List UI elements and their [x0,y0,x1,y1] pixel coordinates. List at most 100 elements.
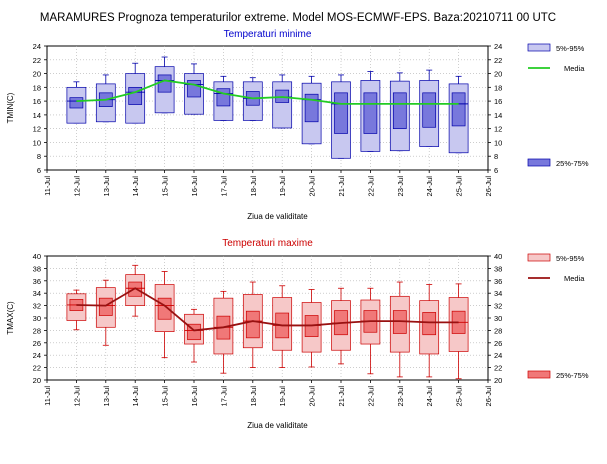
x-tick-label: 18-Jul [249,176,258,197]
chart-panel-2: Temperaturi maxime 20 20 22 22 24 24 26 26 28 28 30… [6,238,589,430]
y-tick-label: 40 [33,252,41,261]
y-tick-label-right: 22 [494,364,502,373]
y-tick-label: 24 [33,351,41,360]
box-p25-p75 [245,310,260,339]
y-tick-label: 34 [33,289,41,298]
y-tick-label-right: 12 [494,125,502,134]
y-tick-label-right: 6 [494,166,498,175]
y-tick-label-right: 20 [494,70,502,79]
y-tick-label-right: 22 [494,56,502,65]
x-tick-label: 21-Jul [337,176,346,197]
y-tick-label: 10 [33,138,41,147]
box-14-Jul [125,264,146,317]
x-tick-label: 12-Jul [72,176,81,197]
y-tick-label: 24 [33,42,41,51]
y-tick-label-right: 40 [494,252,502,261]
x-tick-label: 17-Jul [219,386,228,407]
x-axis-label: Ziua de validitate [247,212,308,221]
x-tick-label: 11-Jul [43,176,52,196]
x-tick-label: 20-Jul [308,386,317,407]
x-tick-label: 26-Jul [484,386,493,407]
y-tick-label-right: 30 [494,314,502,323]
y-tick-label-right: 14 [494,111,502,120]
median-series-line [76,287,459,332]
y-tick-label-right: 8 [494,152,498,161]
y-tick-label: 38 [33,264,41,273]
box-p25-p75 [69,97,84,109]
x-axis-label: Ziua de validitate [247,421,308,430]
chart-panel-1: Temperaturi minime 6 6 8 8 10 10 12 12 14 14 16 16 18… [6,29,589,221]
y-axis-label: TMIN(C) [6,92,15,123]
legend-label-p25-p75: 25%-75% [556,159,589,168]
y-tick-label: 16 [33,97,41,106]
box-24-Jul [419,69,440,147]
y-tick-label-right: 28 [494,326,502,335]
median-series-line [76,79,459,105]
y-tick-label-right: 36 [494,277,502,286]
x-tick-label: 26-Jul [484,176,493,197]
x-tick-label: 19-Jul [278,176,287,197]
box-24-Jul [419,284,440,378]
box-21-Jul [331,287,351,365]
box-p25-p75 [304,93,319,123]
x-tick-label: 25-Jul [455,386,464,407]
box-12-Jul [66,81,87,124]
box-p25-p75 [187,80,201,98]
x-tick-label: 12-Jul [72,386,81,407]
x-tick-label: 18-Jul [249,386,258,407]
box-p25-p75 [392,92,407,130]
y-tick-label: 8 [37,152,41,161]
y-tick-label: 12 [33,125,41,134]
box-23-Jul [389,281,410,378]
legend-label-p5-p95: 5%-95% [556,254,585,263]
y-axis-label: TMAX(C) [6,301,15,335]
y-tick-label-right: 24 [494,351,502,360]
x-tick-label: 11-Jul [43,386,52,406]
page-title: MARAMURES Prognoza temperaturilor extrem… [40,12,556,24]
y-tick-label-right: 38 [494,264,502,273]
x-tick-label: 15-Jul [161,386,170,407]
legend-swatch-p25-p75 [527,158,551,167]
legend-label-p5-p95: 5%-95% [556,44,585,53]
x-tick-label: 24-Jul [425,176,434,197]
y-tick-label-right: 34 [494,289,502,298]
legend-swatch-p5-p95 [527,253,551,262]
y-tick-label: 14 [33,111,41,120]
plot-frame [46,45,489,171]
x-tick-label: 22-Jul [366,386,375,407]
box-19-Jul [272,74,293,129]
legend-label-median: Media [564,64,585,73]
legend-swatch-p5-p95 [527,43,551,52]
box-p25-p75 [157,74,172,93]
x-tick-label: 22-Jul [366,176,375,197]
y-tick-label-right: 26 [494,339,502,348]
box-22-Jul [360,71,381,152]
panel-title: Temperaturi maxime [222,238,313,249]
y-tick-label: 22 [33,364,41,373]
x-tick-label: 14-Jul [131,386,140,407]
box-p25-p75 [422,312,437,336]
y-tick-label: 36 [33,277,41,286]
y-tick-label: 22 [33,56,41,65]
box-p25-p75 [451,92,466,127]
y-tick-label: 20 [33,70,41,79]
y-tick-label: 26 [33,339,41,348]
box-21-Jul [331,74,351,159]
x-tick-label: 19-Jul [278,386,287,407]
box-p25-p75 [422,92,437,128]
y-tick-label: 32 [33,302,41,311]
x-tick-label: 24-Jul [425,386,434,407]
x-tick-label: 17-Jul [219,176,228,197]
box-p25-p75 [98,297,113,316]
y-tick-label-right: 24 [494,42,502,51]
box-25-Jul [448,75,469,154]
box-p25-p75 [363,92,378,134]
y-tick-label-right: 10 [494,138,502,147]
y-tick-label: 18 [33,83,41,92]
y-tick-label: 6 [37,166,41,175]
x-tick-label: 16-Jul [190,176,199,197]
x-tick-label: 15-Jul [161,176,170,197]
box-20-Jul [301,75,322,145]
box-17-Jul [213,75,234,121]
